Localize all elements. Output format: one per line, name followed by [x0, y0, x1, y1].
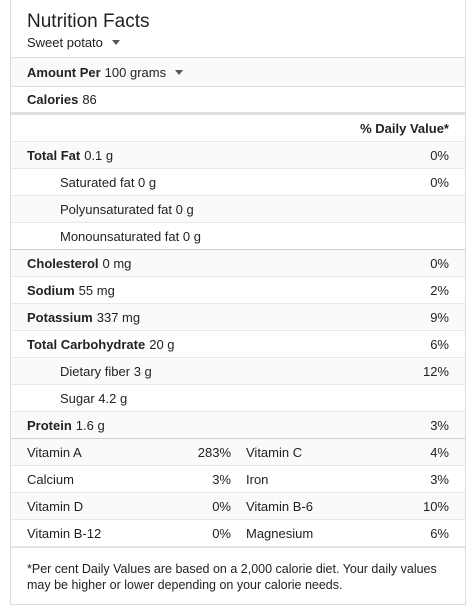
nutrient-row-total-fat: Total Fat 0.1 g 0% — [11, 142, 465, 169]
nutrient-label: Monounsaturated fat 0 g — [60, 228, 201, 244]
vitamin-row: Vitamin B-12 0% Magnesium 6% — [11, 520, 465, 547]
nutrient-label: Total Carbohydrate — [27, 336, 146, 352]
nutrient-row-monounsaturated-fat: Monounsaturated fat 0 g — [11, 223, 465, 250]
food-name: Sweet potato — [27, 35, 103, 50]
vitamin-pct: 10% — [422, 498, 449, 514]
vitamin-pct: 4% — [430, 444, 449, 460]
nutrition-header: Nutrition Facts Sweet potato — [11, 0, 465, 58]
nutrient-label: Saturated fat 0 g — [60, 174, 157, 190]
nutrient-row-polyunsaturated-fat: Polyunsaturated fat 0 g — [11, 196, 465, 223]
vitamin-pct: 0% — [212, 525, 231, 541]
vitamin-pct: 6% — [430, 525, 449, 541]
nutrient-row-protein: Protein 1.6 g 3% — [11, 412, 465, 439]
vitamin-pct: 283% — [197, 444, 231, 460]
nutrient-pct: 0% — [430, 255, 449, 271]
nutrient-amount: 0.1 g — [84, 147, 114, 163]
chevron-down-icon — [111, 40, 120, 45]
nutrient-amount: 1.6 g — [75, 417, 105, 433]
calories-label: Calories — [27, 92, 79, 107]
nutrient-pct: 6% — [430, 336, 449, 352]
daily-value-label: % Daily Value* — [360, 120, 449, 136]
nutrient-label: Sugar 4.2 g — [60, 390, 128, 406]
nutrition-title: Nutrition Facts — [27, 11, 150, 32]
calories-row: Calories 86 — [11, 87, 465, 115]
nutrient-pct: 0% — [430, 174, 449, 190]
serving-size-selector[interactable]: 100 grams — [104, 64, 184, 80]
nutrient-label: Protein — [27, 417, 72, 433]
nutrient-amount: 55 mg — [78, 282, 115, 298]
nutrient-amount: 337 mg — [96, 309, 141, 325]
nutrient-label: Polyunsaturated fat 0 g — [60, 201, 194, 217]
vitamin-pct: 3% — [212, 471, 231, 487]
serving-label: Amount Per — [27, 64, 101, 80]
vitamin-row: Vitamin A 283% Vitamin C 4% — [11, 439, 465, 466]
chevron-down-icon — [175, 69, 184, 75]
nutrient-label: Sodium — [27, 282, 75, 298]
vitamin-name: Calcium — [27, 471, 74, 487]
nutrient-label: Dietary fiber 3 g — [60, 363, 152, 379]
daily-value-footnote: *Per cent Daily Values are based on a 2,… — [11, 547, 465, 593]
serving-row: Amount Per 100 grams — [11, 57, 465, 87]
calories-value: 86 — [82, 92, 97, 107]
vitamin-row: Vitamin D 0% Vitamin B-6 10% — [11, 493, 465, 520]
nutrient-row-dietary-fiber: Dietary fiber 3 g 12% — [11, 358, 465, 385]
daily-value-header: % Daily Value* — [11, 115, 465, 142]
vitamin-name: Vitamin B-12 — [27, 525, 102, 541]
vitamin-pct: 3% — [430, 471, 449, 487]
nutrient-row-total-carbohydrate: Total Carbohydrate 20 g 6% — [11, 331, 465, 358]
vitamin-name: Vitamin C — [246, 444, 303, 460]
vitamin-name: Vitamin D — [27, 498, 84, 514]
nutrient-pct: 9% — [430, 309, 449, 325]
nutrient-label: Potassium — [27, 309, 93, 325]
vitamin-name: Vitamin B-6 — [246, 498, 313, 514]
nutrient-row-saturated-fat: Saturated fat 0 g 0% — [11, 169, 465, 196]
vitamin-name: Magnesium — [246, 525, 314, 541]
nutrition-facts-panel: Nutrition Facts Sweet potato Amount Per … — [10, 0, 466, 605]
nutrient-pct: 3% — [430, 417, 449, 433]
nutrient-pct: 2% — [430, 282, 449, 298]
nutrient-amount: 20 g — [149, 336, 175, 352]
vitamin-name: Vitamin A — [27, 444, 82, 460]
nutrient-pct: 12% — [422, 363, 449, 379]
food-selector[interactable]: Sweet potato — [27, 35, 449, 50]
nutrient-amount: 0 mg — [102, 255, 132, 271]
nutrient-row-sodium: Sodium 55 mg 2% — [11, 277, 465, 304]
nutrient-row-cholesterol: Cholesterol 0 mg 0% — [11, 250, 465, 277]
vitamin-name: Iron — [246, 471, 269, 487]
serving-size-value: 100 grams — [104, 64, 167, 80]
nutrient-label: Cholesterol — [27, 255, 99, 271]
vitamin-pct: 0% — [212, 498, 231, 514]
nutrient-pct: 0% — [430, 147, 449, 163]
nutrient-row-sugar: Sugar 4.2 g — [11, 385, 465, 412]
nutrient-label: Total Fat — [27, 147, 81, 163]
vitamin-row: Calcium 3% Iron 3% — [11, 466, 465, 493]
nutrient-row-potassium: Potassium 337 mg 9% — [11, 304, 465, 331]
